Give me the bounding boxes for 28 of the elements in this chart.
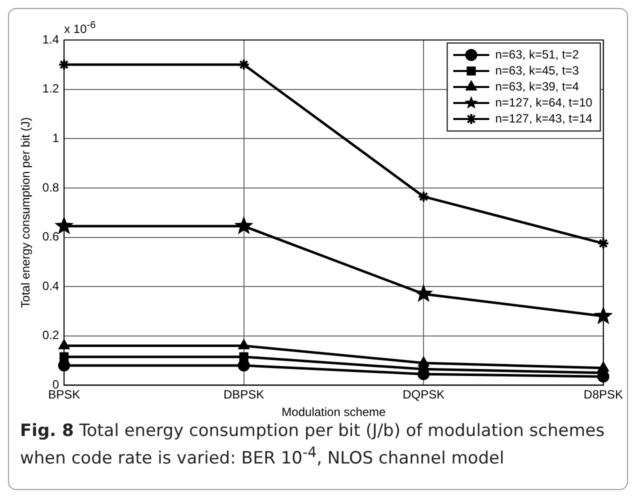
- x-tick-label: BPSK: [48, 388, 80, 402]
- point: [414, 284, 434, 302]
- y-tick-label: 0.2: [42, 328, 60, 342]
- point: [418, 190, 430, 203]
- x-axis-title: Modulation scheme: [282, 405, 386, 420]
- x-tick-label: DBPSK: [223, 388, 264, 402]
- y-tick-label: 0.4: [42, 278, 60, 293]
- legend-label: n=127, k=64, t=10: [495, 95, 593, 110]
- point: [58, 58, 70, 71]
- text: x 10$^{-6}$: [64, 20, 96, 36]
- x-tick-label: D8PSK: [584, 388, 624, 402]
- point: [238, 58, 250, 71]
- y-tick-label: 0.8: [42, 180, 60, 194]
- legend-label: n=127, k=43, t=14: [495, 111, 593, 126]
- point: [234, 216, 254, 234]
- y-tick-label: 1: [52, 130, 60, 145]
- point: [238, 340, 250, 350]
- legend-label: n=63, k=45, t=3: [495, 63, 580, 78]
- point: [597, 237, 610, 250]
- legend-label: n=63, k=51, t=2: [495, 47, 580, 62]
- y-tick-label: 1.2: [42, 82, 60, 96]
- y-axis-title: Total energy consumption per bit (J): [18, 117, 33, 308]
- x-tick-label: DQPSK: [402, 388, 445, 402]
- point: [594, 306, 613, 324]
- y-tick-label: 1.4: [42, 32, 60, 46]
- legend-label: n=63, k=39, t=4: [495, 79, 580, 94]
- caption: Fig. 8 Total energy consumption per bit (J/b) of modulation schemes when code rate is varied: BER 10$^{-4}$, NLOS channel model: [20, 420, 606, 470]
- y-tick-label: 0.6: [42, 230, 60, 244]
